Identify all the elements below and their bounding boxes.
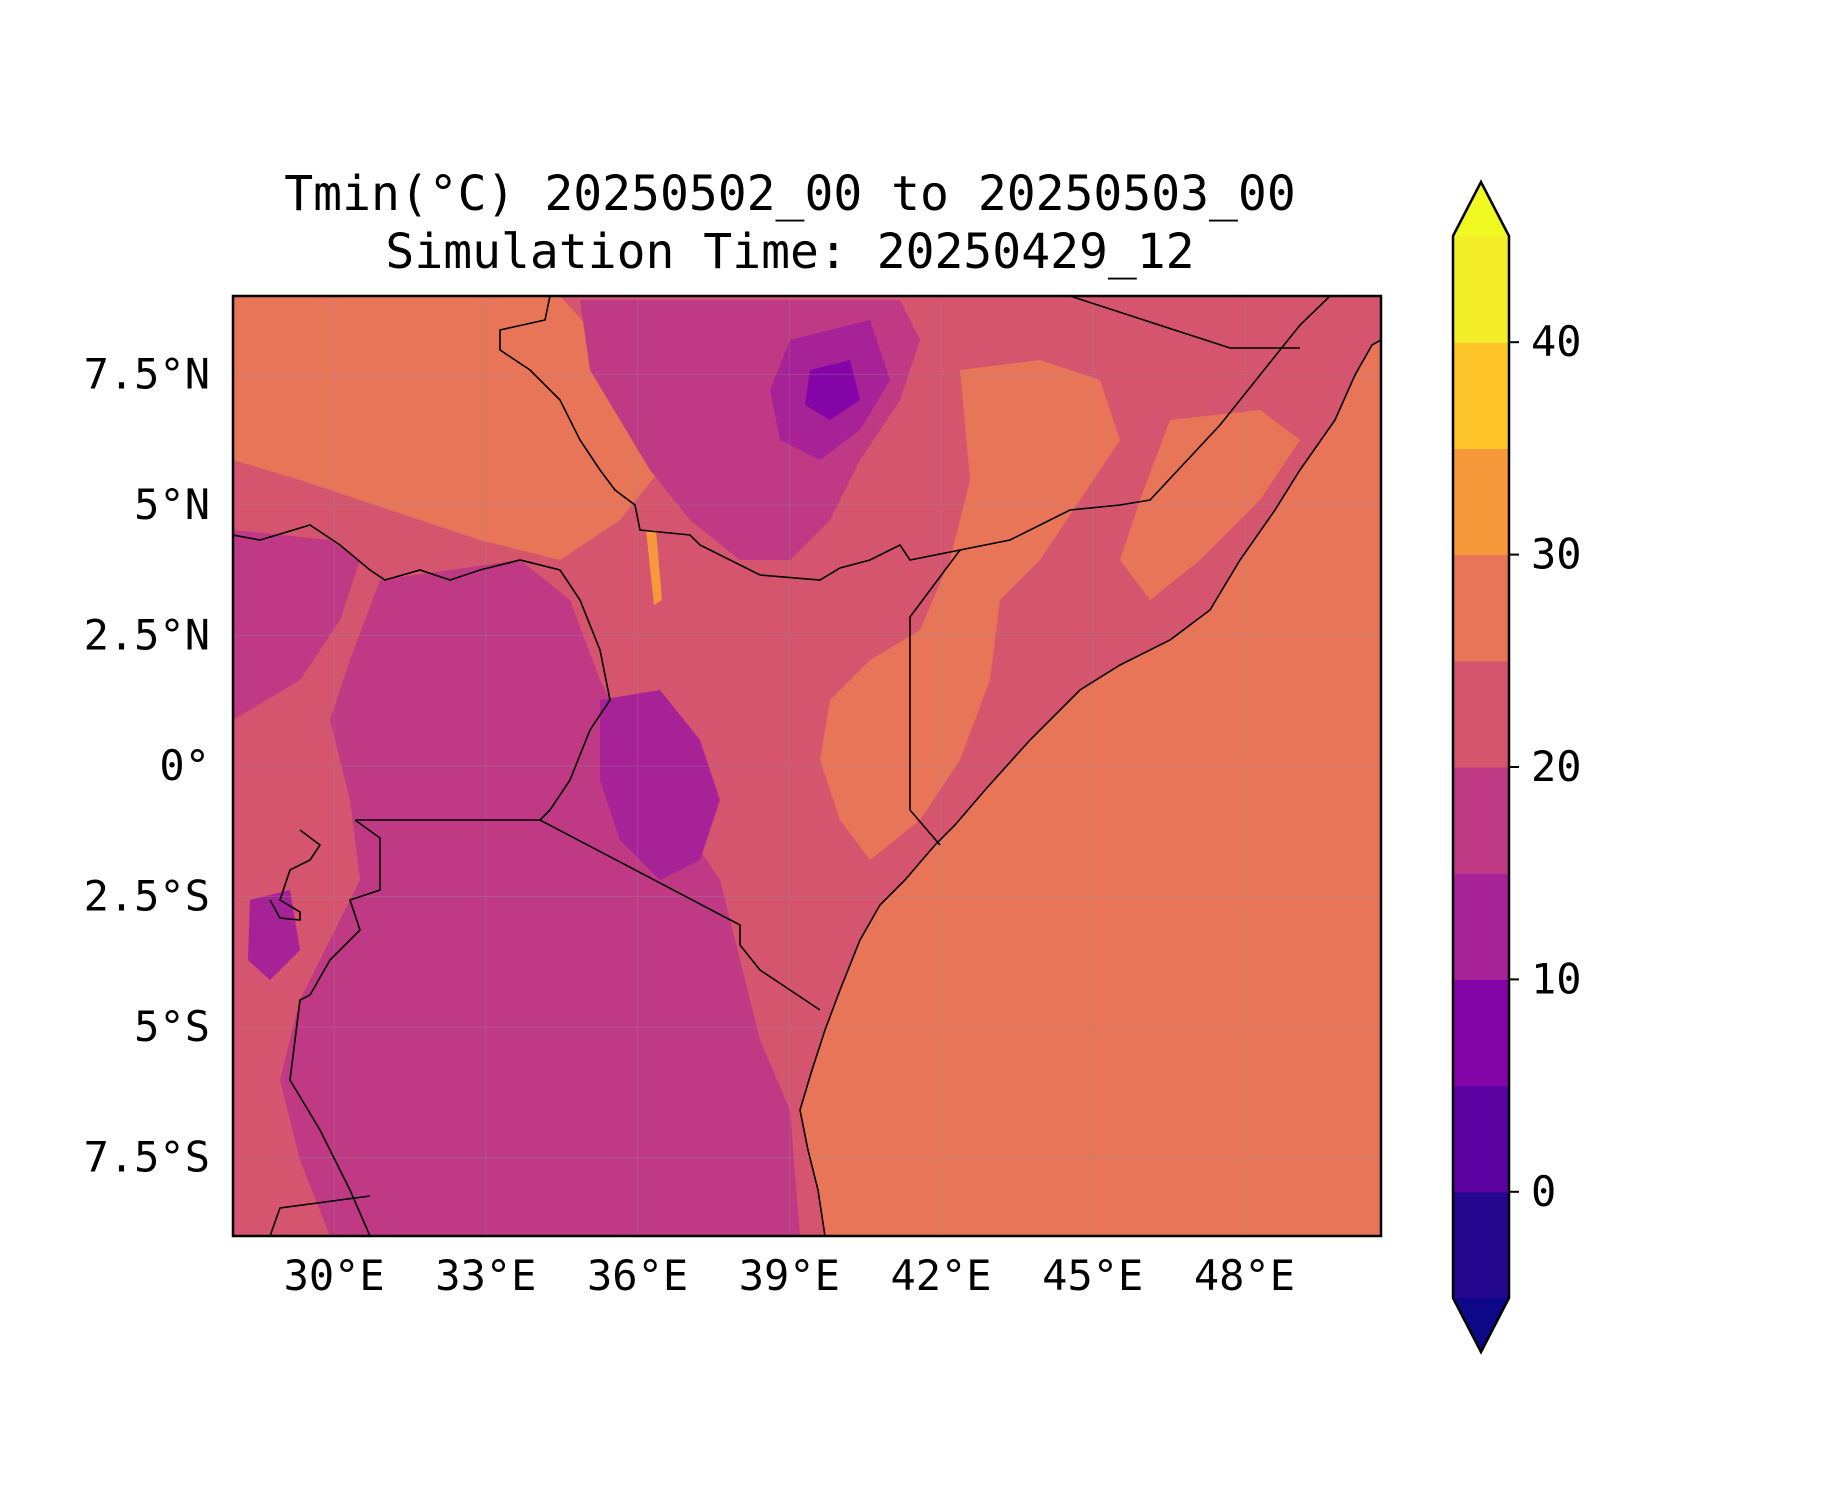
colorbar-segment <box>1453 660 1509 768</box>
y-tick-label: 7.5°N <box>84 349 210 398</box>
y-tick-label: 2.5°N <box>84 610 210 659</box>
colorbar-under-triangle <box>1453 1298 1509 1352</box>
coastline-east-africa <box>799 339 1381 1236</box>
contour-warm-northwest <box>233 296 660 560</box>
colorbar-segment <box>1453 1085 1509 1193</box>
colorbar-tick-label: 20 <box>1531 742 1582 791</box>
x-tick-label: 39°E <box>739 1251 840 1300</box>
y-tick-label: 5°N <box>134 480 210 529</box>
colorbar-segment <box>1453 767 1509 874</box>
x-tick-label: 48°E <box>1194 1251 1295 1300</box>
x-tick-label: 45°E <box>1042 1251 1143 1300</box>
map-panel <box>233 296 1381 1236</box>
colorbar-tick-label: 40 <box>1531 317 1582 366</box>
colorbar-tick-label: 30 <box>1531 530 1582 579</box>
colorbar: 0 10 20 30 40 <box>1451 179 1582 1355</box>
colorbar-segment <box>1453 236 1509 343</box>
y-tick-labels: 7.5°N 5°N 2.5°N 0° 2.5°S 5°S 7.5°S <box>84 349 210 1181</box>
contour-cool-uganda-tanzania <box>280 560 800 1236</box>
colorbar-outline <box>1451 179 1511 1355</box>
colorbar-tick-label: 10 <box>1531 954 1582 1003</box>
x-tick-label: 30°E <box>284 1251 385 1300</box>
border-rwanda-burundi <box>289 819 381 1236</box>
contour-coldest-spot <box>805 360 860 420</box>
colorbar-segment <box>1453 873 1509 980</box>
x-tick-label: 33°E <box>435 1251 536 1300</box>
borders <box>233 296 1381 1236</box>
gridlines <box>233 296 1381 1236</box>
colorbar-over-triangle <box>1453 182 1509 236</box>
border-zambia <box>269 1195 371 1236</box>
x-tick-label: 42°E <box>890 1251 991 1300</box>
chart-title-line2: Simulation Time: 20250429_12 <box>385 224 1194 280</box>
contour-warm-northeast <box>820 360 1120 860</box>
y-tick-label: 5°S <box>134 1002 210 1051</box>
contour-warm-somalia <box>1120 410 1300 600</box>
colorbar-segment <box>1453 448 1509 556</box>
x-tick-labels: 30°E 33°E 36°E 39°E 42°E 45°E 48°E <box>284 1251 1295 1300</box>
contour-warmest-streak <box>646 530 662 605</box>
border-ethiopia-somalia <box>959 296 1331 551</box>
contour-cool-west <box>233 530 360 720</box>
contour-cold-west-lakes <box>248 890 300 980</box>
contour-cold-kenya-core <box>600 690 720 880</box>
x-tick-label: 36°E <box>587 1251 688 1300</box>
colorbar-segment <box>1453 1191 1509 1299</box>
colorbar-segment <box>1453 979 1509 1087</box>
colorbar-tick-label: 0 <box>1531 1167 1556 1216</box>
y-tick-label: 0° <box>159 741 210 790</box>
map-frame <box>231 294 1383 1238</box>
border-south-sudan <box>499 296 961 581</box>
border-uganda-drc <box>233 524 611 821</box>
y-tick-label: 7.5°S <box>84 1133 210 1182</box>
colorbar-segment <box>1453 554 1509 662</box>
border-kenya-somalia <box>909 549 961 846</box>
chart-title-line1: Tmin(°C) 20250502_00 to 20250503_00 <box>284 166 1295 222</box>
border-lake-victoria-tz <box>355 819 821 1011</box>
temperature-contours <box>233 296 1381 1236</box>
y-tick-label: 2.5°S <box>84 872 210 921</box>
border-somaliland <box>1069 296 1300 349</box>
border-drc-west <box>269 829 322 921</box>
colorbar-segment <box>1453 342 1509 449</box>
